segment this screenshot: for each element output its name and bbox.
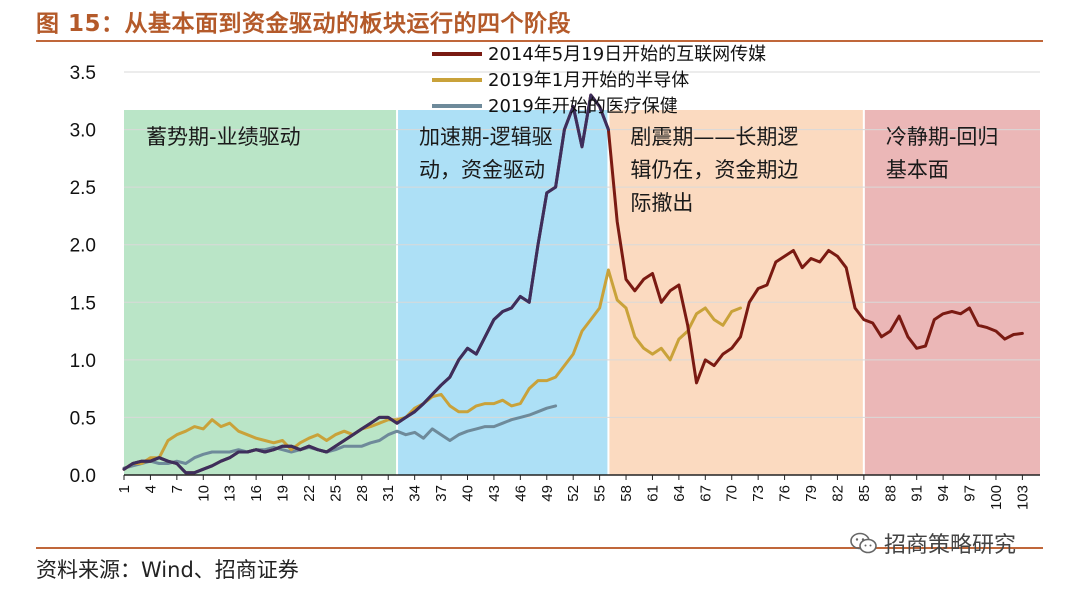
phase-label: 剧震期——长期逻 <box>630 125 798 149</box>
x-tick-label: 61 <box>644 485 661 502</box>
x-tick-label: 76 <box>777 485 794 502</box>
x-tick-label: 91 <box>909 485 926 502</box>
figure-title: 图 15：从基本面到资金驱动的板块运行的四个阶段 <box>36 11 572 37</box>
x-tick-label: 22 <box>301 485 318 502</box>
phase-band <box>397 110 609 475</box>
x-tick-label: 37 <box>433 485 450 502</box>
phase-bands <box>124 110 1040 475</box>
series-line-semiconductor <box>122 268 742 471</box>
x-tick-label: 4 <box>142 485 159 493</box>
x-tick-label: 55 <box>592 485 609 502</box>
x-tick-label: 10 <box>195 485 212 502</box>
legend: 2014年5月19日开始的互联网传媒 2019年1月开始的半导体 2019年开始的医… <box>432 44 766 117</box>
y-tick-label: 0.0 <box>70 466 96 487</box>
legend-label: 2014年5月19日开始的互联网传媒 <box>488 44 766 65</box>
phase-label: 蓄势期-业绩驱动 <box>146 125 301 149</box>
y-tick-label: 1.5 <box>70 293 96 314</box>
x-tick-label: 25 <box>327 485 344 502</box>
x-tick-label: 64 <box>671 485 688 502</box>
x-tick-label: 7 <box>169 485 186 493</box>
watermark-text: 招商策略研究 <box>884 533 1017 558</box>
x-tick-label: 82 <box>829 485 846 502</box>
phase-label: 辑仍在，资金期边 <box>630 158 798 182</box>
series-lines <box>122 93 1024 475</box>
phase-label: 冷静期-回归 <box>886 125 999 149</box>
x-tick-label: 46 <box>512 485 529 502</box>
x-tick-label: 40 <box>460 485 477 502</box>
series-line-healthcare <box>122 404 558 470</box>
x-tick-label: 1 <box>116 485 133 493</box>
axes: 0.0 0.5 1.0 1.5 2.0 2.5 3.0 3.5 1 4 7 10 13 16 19 22 25 2… <box>70 63 1040 510</box>
phase-band <box>608 110 864 475</box>
watermark: 招商策略研究 <box>850 527 1016 559</box>
y-tick-label: 0.5 <box>70 408 96 429</box>
x-tick-label: 67 <box>697 485 714 502</box>
phase-label: 动，资金驱动 <box>419 158 545 182</box>
y-tick-label: 1.0 <box>70 351 96 372</box>
legend-label: 2019年开始的医疗保健 <box>488 96 678 117</box>
y-tick-label: 3.0 <box>70 121 96 142</box>
x-tick-label: 70 <box>724 485 741 502</box>
x-tick-label: 94 <box>935 485 952 502</box>
y-tick-label: 3.5 <box>70 63 96 84</box>
grid-lines <box>124 71 1040 418</box>
x-tick-label: 19 <box>275 485 292 502</box>
x-tick-label: 34 <box>407 485 424 502</box>
series-line-internet-media-early <box>122 93 610 475</box>
x-tick-label: 103 <box>1014 485 1031 510</box>
x-tick-label: 13 <box>222 485 239 502</box>
source-note: 资料来源：Wind、招商证券 <box>36 558 299 582</box>
y-tick-label: 2.0 <box>70 236 96 257</box>
x-tick-label: 73 <box>750 485 767 502</box>
x-tick-label: 28 <box>354 485 371 502</box>
phase-label: 加速期-逻辑驱 <box>419 125 553 149</box>
title-rule <box>36 40 1043 42</box>
wechat-icon <box>850 532 877 554</box>
x-tick-label: 97 <box>962 485 979 502</box>
x-tick-label: 31 <box>380 485 397 502</box>
phase-band <box>863 110 1040 475</box>
x-tick-label: 100 <box>988 485 1005 510</box>
x-tick-label: 79 <box>803 485 820 502</box>
x-tick-label: 49 <box>539 485 556 502</box>
footer-rule <box>36 547 1043 549</box>
phase-label: 际撤出 <box>630 191 693 215</box>
y-tick-label: 2.5 <box>70 178 96 199</box>
x-tick-label: 43 <box>486 485 503 502</box>
x-tick-label: 16 <box>248 485 265 502</box>
x-tick-label: 58 <box>618 485 635 502</box>
x-tick-label: 88 <box>882 485 899 502</box>
phase-band <box>124 110 398 475</box>
phase-label: 基本面 <box>886 158 949 182</box>
x-tick-label: 52 <box>565 485 582 502</box>
x-tick-label: 85 <box>856 485 873 502</box>
legend-label: 2019年1月开始的半导体 <box>488 70 689 91</box>
